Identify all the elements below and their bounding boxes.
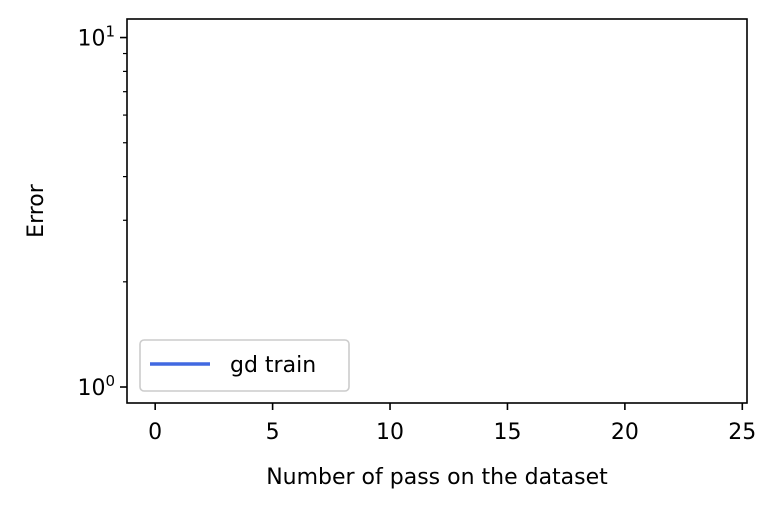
x-tick-label: 0 (148, 420, 162, 445)
y-axis-label: Error (24, 183, 49, 238)
x-tick-label: 15 (493, 420, 521, 445)
x-tick-label: 25 (728, 420, 756, 445)
legend-label-gd-train: gd train (230, 353, 316, 378)
x-tick-label: 10 (376, 420, 404, 445)
y-tick-label: 100 (77, 372, 115, 401)
y-tick-label: 101 (77, 23, 115, 52)
plot-frame (126, 18, 748, 404)
y-axis: 100 101 (77, 23, 127, 401)
x-tick-label: 20 (611, 420, 639, 445)
x-axis: 0 5 10 15 20 25 (148, 403, 756, 445)
x-axis-label: Number of pass on the dataset (266, 465, 608, 490)
legend: gd train (139, 339, 350, 392)
legend-box (139, 339, 350, 392)
x-tick-label: 5 (266, 420, 280, 445)
